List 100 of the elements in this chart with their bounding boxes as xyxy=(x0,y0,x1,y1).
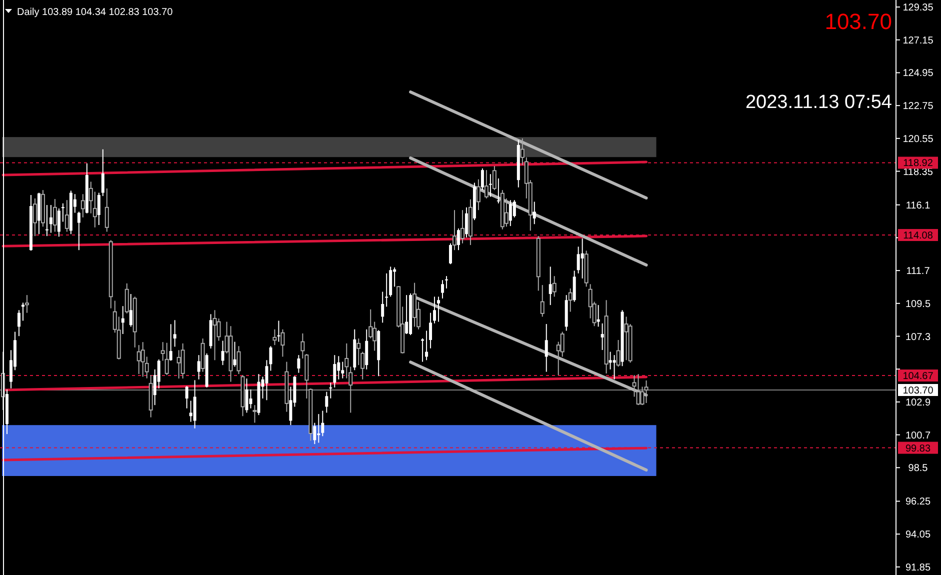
candlestick xyxy=(269,346,272,372)
y-tick-label: 127.15 xyxy=(902,35,934,46)
candlestick xyxy=(552,276,556,298)
candlestick xyxy=(612,354,616,380)
candlestick xyxy=(580,238,584,279)
candlestick xyxy=(548,266,552,306)
candlestick xyxy=(245,378,248,414)
candlestick xyxy=(600,322,604,350)
candlestick xyxy=(480,168,484,191)
candlestick xyxy=(492,166,496,191)
y-tick-label: 94.05 xyxy=(905,530,931,541)
y-tick-label: 120.55 xyxy=(902,134,934,145)
y-tick-label: 122.75 xyxy=(902,101,934,112)
candlestick xyxy=(333,354,336,388)
candlestick xyxy=(325,391,328,414)
y-tick-label: 129.35 xyxy=(902,2,934,14)
candlestick xyxy=(464,206,468,238)
candlestick xyxy=(576,246,580,274)
candlestick xyxy=(329,382,332,399)
candlestick xyxy=(317,414,320,444)
candlestick xyxy=(77,211,80,251)
candlestick xyxy=(313,422,316,445)
candlestick xyxy=(24,294,29,314)
candlestick xyxy=(136,344,141,375)
candlestick xyxy=(180,342,185,380)
candlestick xyxy=(249,388,252,409)
candlestick xyxy=(101,148,104,197)
annotation: 2023.11.13 07:54 xyxy=(745,92,892,113)
candlestick xyxy=(80,194,85,218)
candlestick xyxy=(280,328,285,358)
candlestick xyxy=(425,330,428,361)
candlestick xyxy=(57,208,60,238)
candlestick xyxy=(544,324,548,372)
candlestick xyxy=(337,356,340,380)
candlestick xyxy=(221,340,224,366)
y-tick-label: 116.1 xyxy=(906,200,931,212)
candlestick xyxy=(433,296,436,324)
candlestick xyxy=(169,324,172,362)
candlestick xyxy=(236,346,241,375)
candlestick xyxy=(189,400,192,422)
candlestick xyxy=(164,342,169,376)
candlestick xyxy=(437,296,440,322)
candlestick xyxy=(608,351,612,370)
candlestick xyxy=(173,320,176,348)
ref-line-label: 114.08 xyxy=(903,230,934,242)
candlestick xyxy=(104,188,109,232)
ref-line-label: 103.70 xyxy=(902,386,934,397)
y-tick-label: 98.5 xyxy=(908,463,928,474)
candlestick xyxy=(496,178,500,204)
candlestick xyxy=(97,192,100,226)
candlestick xyxy=(21,302,24,322)
candlestick xyxy=(140,342,145,378)
candlestick xyxy=(512,200,516,218)
candlestick xyxy=(624,316,628,361)
y-tick-label: 109.5 xyxy=(905,298,931,310)
candlestick xyxy=(124,282,129,314)
candlestick xyxy=(52,198,57,232)
y-tick-label: 107.3 xyxy=(905,332,931,343)
candlestick xyxy=(460,210,464,244)
candlestick xyxy=(297,354,300,374)
candlestick xyxy=(381,291,384,324)
candlestick xyxy=(445,276,448,289)
candlestick xyxy=(405,294,408,335)
y-tick-label: 102.9 xyxy=(905,397,931,408)
y-tick-label: 91.85 xyxy=(905,562,931,574)
candlestick xyxy=(456,228,460,251)
candlestick xyxy=(121,306,124,335)
candlestick xyxy=(176,350,181,380)
annotation: 103.70 xyxy=(824,9,892,34)
candlestick xyxy=(616,339,620,368)
candlestick xyxy=(272,328,277,346)
candlestick xyxy=(532,201,536,225)
candlestick xyxy=(540,284,544,318)
y-tick-label: 100.7 xyxy=(905,430,931,442)
candlestick xyxy=(129,293,132,328)
candlestick xyxy=(45,204,48,237)
candlestick xyxy=(429,312,432,349)
candlestick xyxy=(488,174,492,198)
candlestick xyxy=(568,288,572,312)
candlestick xyxy=(356,338,361,366)
y-tick-label: 96.25 xyxy=(905,496,931,508)
candlestick xyxy=(385,272,388,308)
candlestick xyxy=(321,410,324,437)
candlestick xyxy=(233,341,236,368)
candlestick xyxy=(572,270,576,302)
candlestick xyxy=(61,202,64,222)
candlestick xyxy=(476,178,480,211)
candlestick xyxy=(212,310,217,361)
candlestick xyxy=(449,242,452,265)
ref-line-label: 118.92 xyxy=(903,158,934,170)
candlestick xyxy=(17,310,20,337)
candlestick xyxy=(508,200,512,227)
candlestick xyxy=(484,170,488,199)
y-tick-label: 124.95 xyxy=(902,68,934,80)
ref-line-label: 104.67 xyxy=(902,371,934,382)
candlestick xyxy=(32,198,37,237)
candlestick xyxy=(185,386,188,409)
candlestick xyxy=(452,210,456,251)
candlestick xyxy=(64,200,69,232)
candlestick xyxy=(252,404,257,424)
